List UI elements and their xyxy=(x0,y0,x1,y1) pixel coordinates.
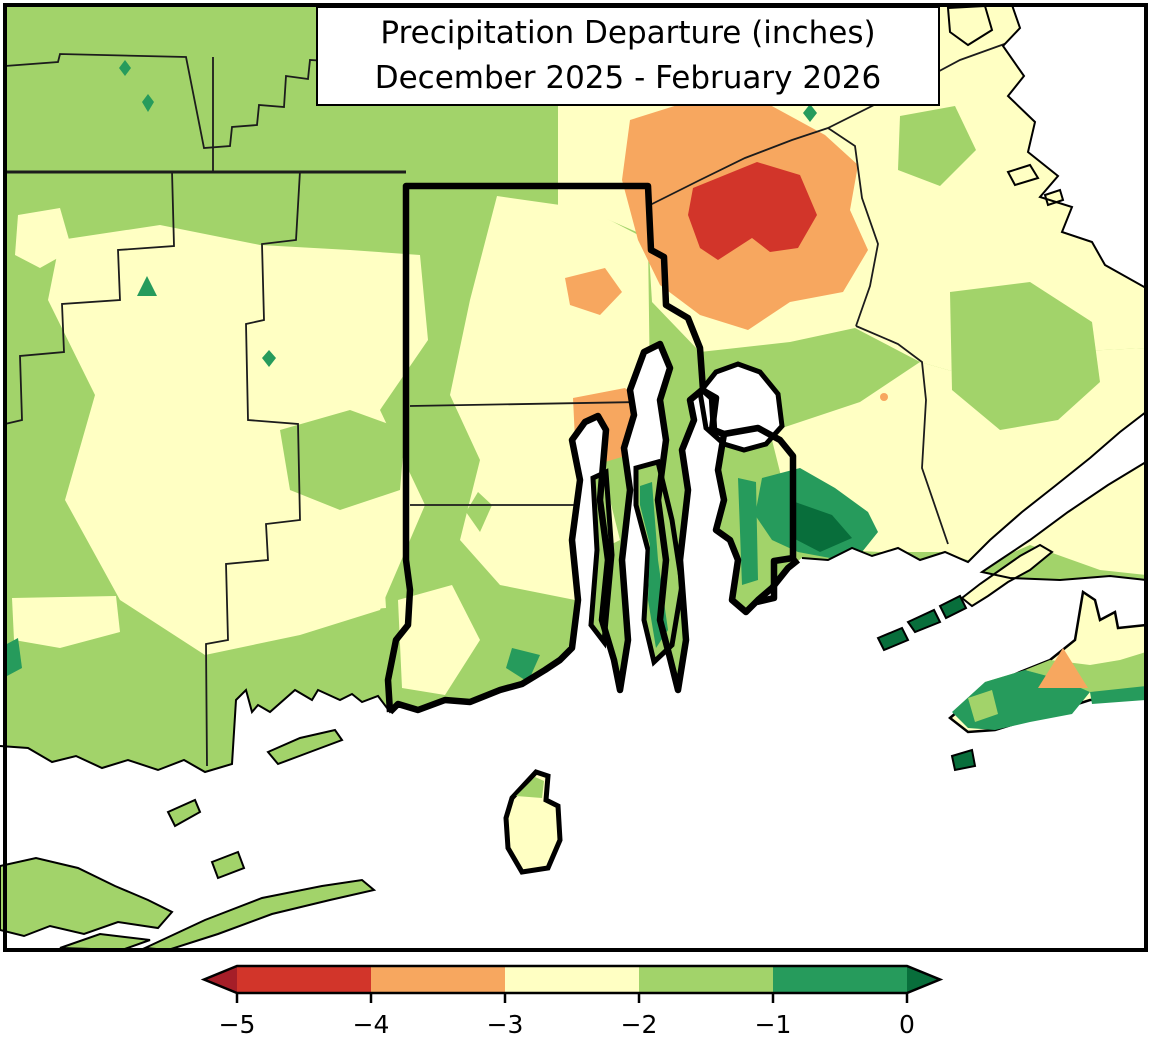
diamond-5 xyxy=(803,104,817,122)
contour-orange-dot xyxy=(880,393,888,401)
map-title-line2: December 2025 - February 2026 xyxy=(374,60,882,96)
ri-coast-thick xyxy=(387,340,801,715)
contour-pale-nw-ct-1 xyxy=(15,208,72,268)
colorbar-seg-4 xyxy=(639,966,773,993)
contour-patches xyxy=(5,5,1146,695)
tick-label-m4: −4 xyxy=(353,1010,390,1039)
contour-pale-ct-coastal xyxy=(12,596,120,648)
contour-pale-westerly xyxy=(330,545,386,612)
island-elizabeth-3 xyxy=(876,626,910,652)
county-line-ri-1 xyxy=(409,401,641,407)
coast-boston xyxy=(1001,4,1147,289)
tick-label-m3: −3 xyxy=(487,1010,524,1039)
colorbar-under-arrow xyxy=(204,966,237,993)
island-plum xyxy=(166,798,202,828)
island-elizabeth-1 xyxy=(938,594,968,620)
coast-massachusetts-south xyxy=(801,411,1147,564)
diamond-1 xyxy=(119,60,131,76)
diamond-3 xyxy=(137,276,157,296)
colorbar-seg-2 xyxy=(371,966,505,993)
tick-label-m5: −5 xyxy=(219,1010,256,1039)
colorbar-ticks xyxy=(235,993,909,1003)
long-island-1 xyxy=(0,856,174,938)
island-boston-1 xyxy=(1006,163,1040,187)
coast-falmouth xyxy=(979,461,1147,582)
colorbar-over-arrow xyxy=(907,966,940,993)
contour-green-ct-mid xyxy=(280,410,405,510)
map-title-box: Precipitation Departure (inches) Decembe… xyxy=(316,6,940,106)
contour-pale-ri-south xyxy=(398,585,480,695)
contour-orange-small-1 xyxy=(565,268,622,315)
map-canvas xyxy=(0,3,1148,952)
county-line-ma-bristol xyxy=(855,325,949,545)
ocean-mass-bay xyxy=(1003,5,1146,288)
contour-green-ri-diamond xyxy=(466,492,492,532)
ri-state-border xyxy=(384,182,801,715)
county-line-ct-west xyxy=(4,170,175,425)
county-lines xyxy=(4,4,1147,767)
county-line-ct-newlondon xyxy=(205,170,301,767)
county-line-ma-worcester xyxy=(649,41,1011,206)
county-line-ma-norfolk xyxy=(827,127,879,327)
map-title-line1: Precipitation Departure (inches) xyxy=(380,15,876,51)
island-fishers xyxy=(266,728,344,766)
ri-border-east xyxy=(723,424,797,606)
island-boston-2 xyxy=(1043,188,1065,207)
contour-green-plymouth xyxy=(950,282,1100,430)
coast-connecticut xyxy=(0,688,399,774)
colorbar-seg-1 xyxy=(237,966,371,993)
coastlines-thin xyxy=(0,4,1147,774)
colorbar-segments xyxy=(200,964,944,995)
contour-dkgreen-southshore xyxy=(506,648,540,682)
contour-pale-nw-ct-2 xyxy=(110,315,215,405)
islands xyxy=(0,4,1148,952)
long-island-northfork xyxy=(141,878,377,952)
map-frame xyxy=(3,3,1148,952)
contour-dkgreen-sakonnet xyxy=(738,478,758,585)
diamond-2 xyxy=(142,94,154,112)
tick-label-0: 0 xyxy=(899,1010,915,1039)
contour-red-core xyxy=(688,162,817,260)
island-block xyxy=(503,769,563,875)
tick-label-m2: −2 xyxy=(621,1010,658,1039)
island-naushon xyxy=(960,543,1054,608)
island-elizabeth-2 xyxy=(906,608,942,634)
mv-orange-triangle xyxy=(1038,648,1088,688)
contour-green-northshore xyxy=(898,106,976,186)
colorbar-tick-labels: −5 −4 −3 −2 −1 0 xyxy=(219,1010,915,1039)
mv-dark-strip-east xyxy=(1090,686,1146,704)
island-block-green xyxy=(516,777,544,798)
mv-light-diamond xyxy=(968,690,998,722)
island-gardiners xyxy=(210,850,246,880)
tick-label-m1: −1 xyxy=(755,1010,792,1039)
diamond-4 xyxy=(262,350,276,367)
contour-darkest-westport xyxy=(793,502,852,552)
colorbar: −5 −4 −3 −2 −1 0 xyxy=(200,964,944,1039)
colorbar-seg-5 xyxy=(773,966,907,993)
contour-dkgreen-ct-edge xyxy=(5,638,22,676)
island-nomans xyxy=(950,748,977,772)
colorbar-seg-3 xyxy=(505,966,639,993)
